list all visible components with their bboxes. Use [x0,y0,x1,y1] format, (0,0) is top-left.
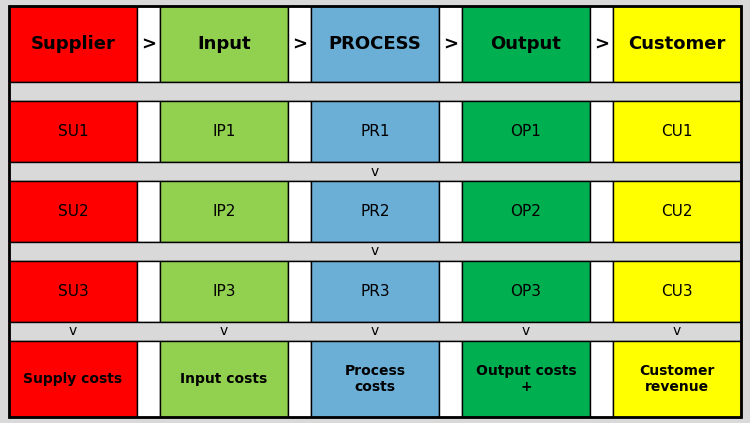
Bar [9,181,137,242]
Text: SU1: SU1 [58,124,88,139]
Bar [137,101,160,162]
Bar [613,6,741,82]
Bar [613,181,741,242]
Bar [439,181,462,242]
Bar [160,6,288,82]
Text: OP1: OP1 [511,124,542,139]
Bar [590,181,613,242]
Bar [613,341,741,417]
Text: IP2: IP2 [212,204,236,219]
Bar [462,6,590,82]
Bar [311,341,439,417]
Text: CU3: CU3 [662,284,693,299]
Text: PR3: PR3 [360,284,390,299]
Bar [462,261,590,322]
Text: IP3: IP3 [212,284,236,299]
Bar [9,242,741,261]
Bar [311,261,439,322]
Bar [311,181,439,242]
Bar [462,341,590,417]
Text: PR1: PR1 [360,124,390,139]
Bar [9,101,137,162]
Bar [160,261,288,322]
Bar [311,6,439,82]
Text: >: > [141,36,156,53]
Text: PROCESS: PROCESS [328,36,422,53]
Text: SU3: SU3 [58,284,88,299]
Bar [311,101,439,162]
Bar [462,181,590,242]
Bar [160,341,288,417]
Text: >: > [443,36,458,53]
Bar [590,6,613,82]
Text: Input costs: Input costs [181,372,268,386]
Text: OP2: OP2 [511,204,542,219]
Bar [288,341,311,417]
Text: v: v [220,324,228,338]
Bar [137,6,160,82]
Bar [439,341,462,417]
Bar [439,261,462,322]
Text: v: v [69,324,77,338]
Bar [137,341,160,417]
Bar [9,261,137,322]
Bar [288,6,311,82]
Text: OP3: OP3 [511,284,542,299]
Bar [9,322,741,341]
Text: Customer
revenue: Customer revenue [639,363,715,394]
Text: SU2: SU2 [58,204,88,219]
Bar [160,101,288,162]
Text: v: v [370,244,379,258]
Bar [590,341,613,417]
Text: >: > [292,36,307,53]
Bar [590,261,613,322]
Text: Customer: Customer [628,36,726,53]
Text: >: > [594,36,609,53]
Bar [590,101,613,162]
Bar [462,101,590,162]
Text: Process
costs: Process costs [344,363,406,394]
Bar [9,6,137,82]
Text: IP1: IP1 [212,124,236,139]
Text: Output costs
+: Output costs + [476,363,576,394]
Text: Supply costs: Supply costs [23,372,122,386]
Text: Output: Output [490,36,562,53]
Text: CU1: CU1 [662,124,693,139]
Text: CU2: CU2 [662,204,693,219]
Text: v: v [522,324,530,338]
Bar [9,341,137,417]
Text: v: v [673,324,681,338]
Bar [9,162,741,181]
Text: v: v [370,324,379,338]
Bar [613,261,741,322]
Bar [439,101,462,162]
Text: v: v [370,165,379,179]
Bar [137,261,160,322]
Bar [439,6,462,82]
Text: Supplier: Supplier [31,36,115,53]
Bar [160,181,288,242]
Text: PR2: PR2 [360,204,390,219]
Bar [613,101,741,162]
Text: Input: Input [197,36,250,53]
Bar [288,181,311,242]
Bar [288,101,311,162]
Bar [137,181,160,242]
Bar [288,261,311,322]
Bar [9,82,741,101]
